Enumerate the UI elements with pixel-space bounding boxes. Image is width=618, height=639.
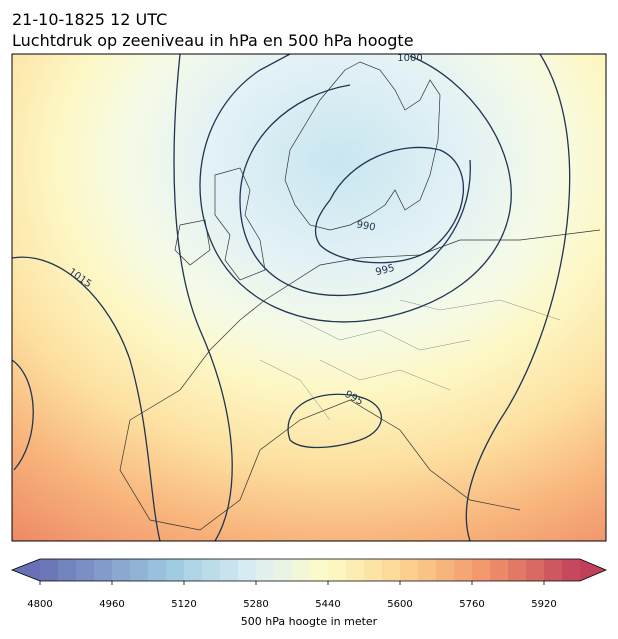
subtitle: Luchtdruk op zeeniveau in hPa en 500 hPa… [12,31,414,50]
colorbar-segment [274,559,293,581]
isobar-label: 1000 [397,53,422,64]
colorbar-segment [220,559,239,581]
title: 21-10-1825 12 UTC [12,10,167,29]
colorbar-segment [292,559,311,581]
ireland [174,219,211,266]
isobar [239,84,471,297]
colorbar-segment [544,559,563,581]
colorbar-segment [148,559,167,581]
colorbar-segment [166,559,185,581]
colorbar-segment [436,559,455,581]
isobar [465,54,571,541]
colorbar-outline [10,558,608,582]
colorbar-segment [418,559,437,581]
colorbar-segment [382,559,401,581]
colorbar-tick-label: 5760 [459,599,484,610]
colorbar-segment [346,559,365,581]
colorbar-label: 500 hPa hoogte in meter [241,615,378,628]
colorbar-extend-low [12,559,40,581]
colorbar-segment [58,559,77,581]
colorbar-segment [454,559,473,581]
colorbar-segment [184,559,203,581]
colorbar-tick-label: 4800 [27,599,52,610]
map-frame [11,53,607,542]
colorbar-segment [310,559,329,581]
colorbar-segment [562,559,581,581]
isobar [12,359,34,471]
isobar [314,146,464,264]
colorbar-segment [490,559,509,581]
isobar [199,54,512,323]
colorbar-tick-label: 5120 [171,599,196,610]
colorbar-tick-label: 5600 [387,599,412,610]
colorbar-segment [328,559,347,581]
colorbar-segment [526,559,545,581]
colorbar-segment [76,559,95,581]
colorbar-segment [202,559,221,581]
isobars [12,54,571,541]
borders [259,299,561,421]
colorbar-segment [94,559,113,581]
colorbar-segment [238,559,257,581]
height-field [12,54,606,541]
map: 1000 990 995 995 1015 [12,53,606,541]
isobar [12,256,161,541]
colorbar-segment [130,559,149,581]
colorbar-segment [112,559,131,581]
scandinavia [284,61,441,231]
colorbar-segment [364,559,383,581]
colorbar-segment [400,559,419,581]
isobar-label: 995 [374,263,395,279]
great-britain [214,167,266,281]
colorbar-tick-label: 4960 [99,599,124,610]
colorbar-segment [256,559,275,581]
colorbar-tick-label: 5440 [315,599,340,610]
colorbar-tick-label: 5920 [531,599,556,610]
colorbar-tick-label: 5280 [243,599,268,610]
colorbar: 4800 4960 5120 5280 5440 5600 5760 5920 [10,558,608,610]
isobar [287,393,383,449]
colorbar-segment [472,559,491,581]
isobar [173,54,233,541]
coastlines [119,61,601,531]
colorbar-segment [40,559,59,581]
isobar-label: 990 [356,219,377,233]
colorbar-segment [508,559,527,581]
colorbar-extend-high [580,559,606,581]
